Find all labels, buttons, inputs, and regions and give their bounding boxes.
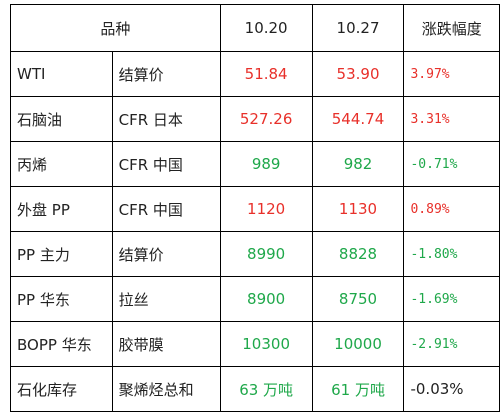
- cell-change: -0.71%: [403, 141, 500, 187]
- cell-spec: CFR 中国: [111, 141, 221, 187]
- cell-spec: 结算价: [111, 51, 221, 97]
- cell-value-date-1: 10300: [219, 321, 313, 367]
- table-row: 石化库存 聚烯烃总和 63 万吨 61 万吨 -0.03%: [10, 366, 500, 412]
- cell-product-name: 石化库存: [10, 366, 113, 412]
- cell-value-date-2: 544.74: [311, 96, 405, 142]
- cell-product-name: 石脑油: [10, 96, 113, 142]
- cell-product-name: WTI: [10, 51, 113, 97]
- cell-change: -0.03%: [403, 366, 500, 412]
- cell-spec: 胶带膜: [111, 321, 221, 367]
- cell-change: 0.89%: [403, 186, 500, 232]
- table-row: PP 华东 拉丝 8900 8750 -1.69%: [10, 276, 500, 322]
- cell-value-date-2: 1130: [311, 186, 405, 232]
- cell-change: -1.80%: [403, 231, 500, 277]
- cell-product-name: 丙烯: [10, 141, 113, 187]
- table-row: 外盘 PP CFR 中国 1120 1130 0.89%: [10, 186, 500, 232]
- cell-product-name: PP 主力: [10, 231, 113, 277]
- cell-value-date-1: 8900: [219, 276, 313, 322]
- cell-change: -2.91%: [403, 321, 500, 367]
- cell-value-date-2: 10000: [311, 321, 405, 367]
- cell-value-date-1: 1120: [219, 186, 313, 232]
- price-table-container: 品种 10.20 10.27 涨跌幅度 WTI 结算价 51.84 53.90 3.97…: [10, 4, 500, 412]
- cell-value-date-1: 527.26: [219, 96, 313, 142]
- cell-spec: 聚烯烃总和: [111, 366, 221, 412]
- cell-spec: CFR 中国: [111, 186, 221, 232]
- cell-product-name: BOPP 华东: [10, 321, 113, 367]
- cell-value-date-2: 982: [311, 141, 405, 187]
- cell-change: -1.69%: [403, 276, 500, 322]
- cell-value-date-1: 989: [219, 141, 313, 187]
- price-change-table: 品种 10.20 10.27 涨跌幅度 WTI 结算价 51.84 53.90 3.97…: [10, 4, 500, 412]
- cell-spec: 结算价: [111, 231, 221, 277]
- cell-value-date-2: 53.90: [311, 51, 405, 97]
- table-row: WTI 结算价 51.84 53.90 3.97%: [10, 51, 500, 97]
- cell-value-date-1: 8990: [219, 231, 313, 277]
- cell-value-date-2: 8750: [311, 276, 405, 322]
- table-header-row: 品种 10.20 10.27 涨跌幅度: [10, 4, 500, 52]
- cell-value-date-2: 8828: [311, 231, 405, 277]
- table-row: BOPP 华东 胶带膜 10300 10000 -2.91%: [10, 321, 500, 367]
- cell-product-name: 外盘 PP: [10, 186, 113, 232]
- cell-spec: 拉丝: [111, 276, 221, 322]
- header-date-1: 10.20: [219, 4, 313, 52]
- header-date-2: 10.27: [311, 4, 405, 52]
- cell-value-date-1: 63 万吨: [219, 366, 313, 412]
- cell-value-date-2: 61 万吨: [311, 366, 405, 412]
- table-row: 丙烯 CFR 中国 989 982 -0.71%: [10, 141, 500, 187]
- table-row: 石脑油 CFR 日本 527.26 544.74 3.31%: [10, 96, 500, 142]
- cell-spec: CFR 日本: [111, 96, 221, 142]
- cell-change: 3.31%: [403, 96, 500, 142]
- table-body: 品种 10.20 10.27 涨跌幅度 WTI 结算价 51.84 53.90 3.97…: [10, 4, 500, 412]
- table-row: PP 主力 结算价 8990 8828 -1.80%: [10, 231, 500, 277]
- cell-change: 3.97%: [403, 51, 500, 97]
- cell-product-name: PP 华东: [10, 276, 113, 322]
- header-product: 品种: [10, 4, 221, 52]
- cell-value-date-1: 51.84: [219, 51, 313, 97]
- header-change: 涨跌幅度: [403, 4, 500, 52]
